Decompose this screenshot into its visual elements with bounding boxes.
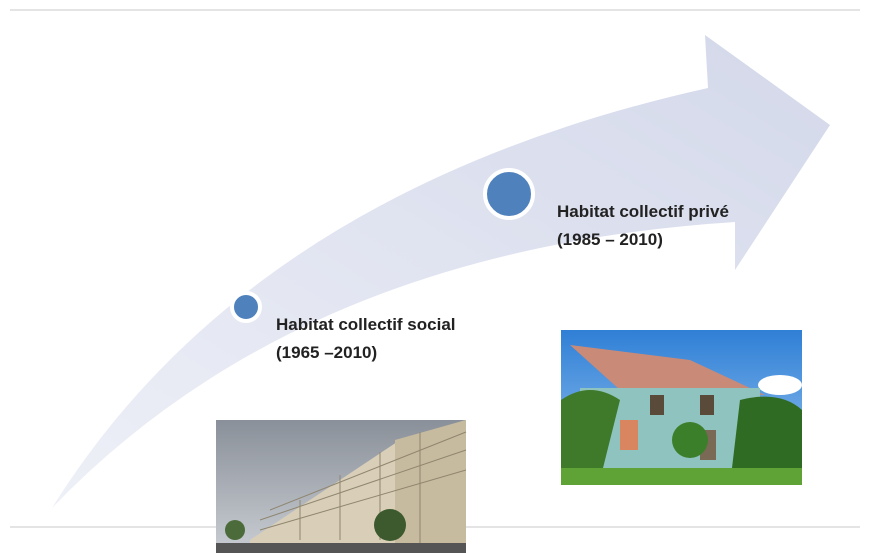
- photo-private-housing: [561, 330, 802, 485]
- milestone-label: Habitat collectif social: [276, 315, 456, 334]
- milestone-label: Habitat collectif privé: [557, 202, 729, 221]
- milestone-dot: [232, 293, 260, 321]
- photo-social-housing: [216, 420, 466, 553]
- page: Habitat collectif social (1965 –2010) Ha…: [0, 0, 875, 553]
- slide: Habitat collectif social (1965 –2010) Ha…: [0, 0, 875, 553]
- milestone-dot: [485, 170, 533, 218]
- milestone-period: (1965 –2010): [276, 343, 377, 362]
- milestone-period: (1985 – 2010): [557, 230, 663, 249]
